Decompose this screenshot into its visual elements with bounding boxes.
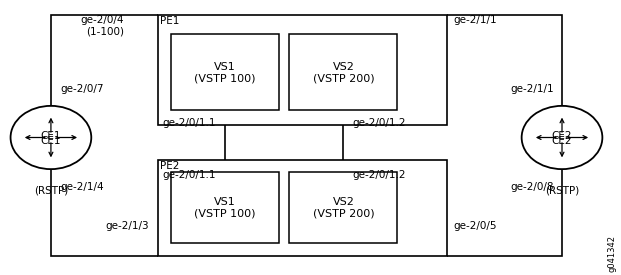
Text: PE1: PE1 [160, 16, 179, 26]
Text: ge-2/0/5: ge-2/0/5 [453, 221, 497, 231]
Text: ge-2/0/1.1: ge-2/0/1.1 [163, 170, 216, 180]
Text: ge-2/0/1.2: ge-2/0/1.2 [352, 170, 406, 180]
Text: ge-2/1/3: ge-2/1/3 [106, 221, 149, 231]
Text: VS2
(VSTP 200): VS2 (VSTP 200) [312, 197, 374, 218]
Bar [289, 34, 397, 110]
Bar [158, 15, 447, 125]
Text: ge-2/1/1: ge-2/1/1 [453, 15, 497, 25]
Text: g041342: g041342 [607, 235, 616, 272]
Text: (RSTP): (RSTP) [545, 186, 579, 196]
Text: ge-2/0/4
(1-100): ge-2/0/4 (1-100) [81, 15, 124, 37]
Text: PE2: PE2 [160, 161, 179, 171]
Text: ge-2/0/1.1: ge-2/0/1.1 [163, 118, 216, 128]
Bar [158, 160, 447, 256]
Text: VS2
(VSTP 200): VS2 (VSTP 200) [312, 62, 374, 83]
Text: CE1: CE1 [40, 136, 61, 146]
Text: VS1
(VSTP 100): VS1 (VSTP 100) [194, 197, 256, 218]
Text: (RSTP): (RSTP) [34, 186, 68, 196]
Text: CE2: CE2 [551, 131, 573, 141]
Bar [171, 34, 279, 110]
Text: VS1
(VSTP 100): VS1 (VSTP 100) [194, 62, 256, 83]
Text: ge-2/0/7: ge-2/0/7 [61, 84, 104, 94]
Text: ge-2/0/1.2: ge-2/0/1.2 [352, 118, 406, 128]
Bar [171, 172, 279, 243]
Text: ge-2/1/4: ge-2/1/4 [61, 183, 104, 192]
Text: ge-2/1/1: ge-2/1/1 [510, 84, 554, 94]
Text: ge-2/0/8: ge-2/0/8 [510, 183, 554, 192]
Text: CE2: CE2 [551, 136, 573, 146]
Bar [289, 172, 397, 243]
Text: CE1: CE1 [40, 131, 61, 141]
